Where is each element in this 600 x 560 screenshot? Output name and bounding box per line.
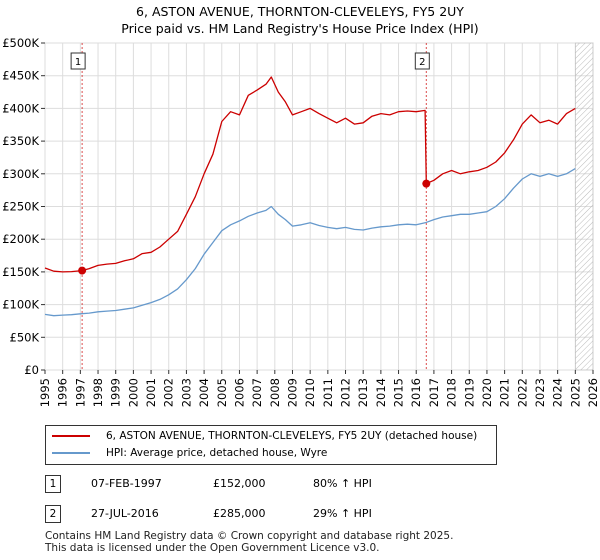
x-tick-label: 2020 bbox=[480, 378, 494, 407]
transaction-number: 1 bbox=[45, 475, 61, 493]
transaction-date: 07-FEB-1997 bbox=[91, 477, 162, 490]
x-tick-label: 2015 bbox=[392, 378, 406, 407]
x-tick-label: 1996 bbox=[56, 378, 70, 407]
y-tick-label: £100K bbox=[2, 298, 39, 312]
hatch-region bbox=[575, 42, 594, 371]
x-tick-label: 2008 bbox=[268, 378, 282, 407]
footer-line2: This data is licensed under the Open Gov… bbox=[45, 542, 380, 554]
y-tick-label: £250K bbox=[2, 200, 39, 214]
x-tick-label: 2026 bbox=[586, 378, 600, 407]
x-tick-label: 2024 bbox=[551, 378, 565, 407]
gridlines bbox=[44, 42, 594, 371]
transaction-row: 1 07-FEB-1997 £152,000 80% ↑ HPI bbox=[45, 475, 565, 497]
forecast-hatch bbox=[575, 42, 594, 371]
x-tick-label: 2018 bbox=[445, 378, 459, 407]
chart-title-line1: 6, ASTON AVENUE, THORNTON-CLEVELEYS, FY5… bbox=[136, 4, 464, 19]
x-tick-label: 1998 bbox=[91, 378, 105, 407]
transaction-number: 2 bbox=[45, 505, 61, 523]
x-tick-label: 2012 bbox=[339, 378, 353, 407]
y-tick-label: £0 bbox=[24, 363, 39, 377]
y-tick-label: £350K bbox=[2, 134, 39, 148]
chart-title: 6, ASTON AVENUE, THORNTON-CLEVELEYS, FY5… bbox=[0, 3, 600, 37]
legend-label-hpi: HPI: Average price, detached house, Wyre bbox=[106, 447, 328, 459]
x-tick-label: 1995 bbox=[38, 378, 52, 407]
x-tick-label: 2007 bbox=[250, 378, 264, 407]
annotation-label: 1 bbox=[75, 57, 81, 68]
x-tick-label: 2025 bbox=[568, 378, 582, 407]
annotation-box bbox=[414, 52, 430, 70]
transaction-row: 2 27-JUL-2016 £285,000 29% ↑ HPI bbox=[45, 505, 565, 527]
x-tick-label: 1999 bbox=[109, 378, 123, 407]
transaction-point bbox=[78, 266, 87, 275]
x-tick-label: 2010 bbox=[303, 378, 317, 407]
x-tick-label: 2017 bbox=[427, 378, 441, 407]
series-lines bbox=[44, 76, 576, 317]
x-tick-label: 2005 bbox=[215, 378, 229, 407]
chart-title-line2: Price paid vs. HM Land Registry's House … bbox=[121, 21, 479, 36]
x-tick-label: 2013 bbox=[356, 378, 370, 407]
y-tick-label: £150K bbox=[2, 265, 39, 279]
y-tick-label: £200K bbox=[2, 232, 39, 246]
x-tick-label: 2006 bbox=[232, 378, 246, 407]
legend-swatch-property bbox=[52, 435, 90, 437]
x-axis-ticks: 1995 1996 1997 1998 1999 2000 2001 2002 2003 2004… bbox=[38, 370, 600, 407]
y-tick-label: £500K bbox=[2, 36, 39, 50]
annotation-label: 2 bbox=[419, 57, 425, 68]
x-tick-label: 2022 bbox=[515, 378, 529, 407]
legend-label-property: 6, ASTON AVENUE, THORNTON-CLEVELEYS, FY5… bbox=[106, 430, 478, 442]
x-tick-label: 1997 bbox=[73, 378, 87, 407]
x-tick-label: 2014 bbox=[374, 378, 388, 407]
x-tick-label: 2023 bbox=[533, 378, 547, 407]
transaction-price: £152,000 bbox=[213, 477, 266, 490]
transaction-price: £285,000 bbox=[213, 507, 266, 520]
y-tick-label: £400K bbox=[2, 101, 39, 115]
x-tick-label: 2009 bbox=[285, 378, 299, 407]
x-tick-label: 2003 bbox=[179, 378, 193, 407]
transaction-points bbox=[78, 179, 431, 275]
annotation-box bbox=[70, 52, 86, 70]
footer-line1: Contains HM Land Registry data © Crown c… bbox=[45, 530, 454, 542]
transaction-hpi: 80% ↑ HPI bbox=[313, 477, 372, 490]
x-tick-label: 2002 bbox=[162, 378, 176, 407]
transaction-markers-lines bbox=[81, 43, 427, 370]
y-tick-label: £50K bbox=[10, 330, 40, 344]
series-line-hpi bbox=[44, 168, 576, 317]
legend-swatch-hpi bbox=[52, 452, 90, 454]
transaction-hpi: 29% ↑ HPI bbox=[313, 507, 372, 520]
transaction-date: 27-JUL-2016 bbox=[91, 507, 159, 520]
x-tick-label: 2001 bbox=[144, 378, 158, 407]
transaction-point bbox=[422, 179, 431, 188]
y-tick-label: £450K bbox=[2, 69, 39, 83]
legend: 6, ASTON AVENUE, THORNTON-CLEVELEYS, FY5… bbox=[45, 425, 497, 465]
footer: Contains HM Land Registry data © Crown c… bbox=[45, 530, 453, 554]
series-line-property bbox=[44, 76, 576, 273]
x-tick-label: 2016 bbox=[409, 378, 423, 407]
x-tick-label: 2019 bbox=[462, 378, 476, 407]
x-tick-label: 2011 bbox=[321, 378, 335, 407]
x-tick-label: 2000 bbox=[126, 378, 140, 407]
x-tick-label: 2021 bbox=[498, 378, 512, 407]
y-tick-label: £300K bbox=[2, 167, 39, 181]
y-axis-ticks: £0 £50K £100K £150K £200K £250K £300K £350K £400… bbox=[2, 36, 45, 377]
x-tick-label: 2004 bbox=[197, 378, 211, 407]
